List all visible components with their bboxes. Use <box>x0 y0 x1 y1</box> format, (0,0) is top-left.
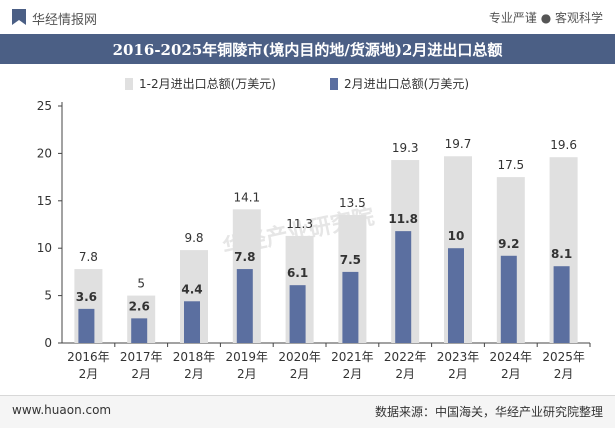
title-bar: 2016-2025年铜陵市(境内目的地/货源地)2月进出口总额 <box>0 34 615 64</box>
brand-name: 华经情报网 <box>32 13 98 28</box>
data-label-month: 7.5 <box>340 253 361 267</box>
x-tick-label-year: 2024年 <box>490 350 533 364</box>
y-tick-label: 20 <box>37 146 52 160</box>
x-tick-label-month: 2月 <box>79 367 99 381</box>
footer: www.huaon.com 数据来源：中国海关，华经产业研究院整理 <box>0 395 615 428</box>
legend-label-month: 2月进出口总额(万美元) <box>344 77 469 91</box>
data-label-month: 10 <box>448 229 465 243</box>
data-label-total: 11.3 <box>286 217 313 231</box>
tagline: 专业严谨 ● 客观科学 <box>488 11 603 25</box>
top-bar: 华经情报网 专业严谨 ● 客观科学 <box>0 0 615 34</box>
x-tick-label-year: 2019年 <box>226 350 269 364</box>
x-tick-label-year: 2020年 <box>278 350 321 364</box>
chart-title: 2016-2025年铜陵市(境内目的地/货源地)2月进出口总额 <box>112 41 503 59</box>
x-tick-label-month: 2月 <box>131 367 151 381</box>
bar-month <box>184 301 200 343</box>
y-tick-label: 25 <box>37 99 52 113</box>
bar-month <box>553 266 570 343</box>
data-label-month: 2.6 <box>129 299 150 313</box>
data-label-month: 6.1 <box>287 266 308 280</box>
data-label-month: 4.4 <box>181 282 202 296</box>
x-tick-label-year: 2023年 <box>437 350 480 364</box>
data-label-month: 7.8 <box>234 250 255 264</box>
legend-swatch-month <box>330 78 338 90</box>
x-tick-label-year: 2016年 <box>67 350 110 364</box>
bar-month <box>500 255 517 343</box>
x-tick-label-year: 2018年 <box>173 350 216 364</box>
x-tick-label-month: 2月 <box>184 367 204 381</box>
legend-label-total: 1-2月进出口总额(万美元) <box>139 77 276 91</box>
x-tick-label-month: 2月 <box>343 367 363 381</box>
data-label-total: 19.6 <box>550 138 577 152</box>
bar-month <box>342 271 359 343</box>
data-label-month: 3.6 <box>76 290 97 304</box>
x-tick-label-year: 2017年 <box>120 350 163 364</box>
data-source: 数据来源：中国海关，华经产业研究院整理 <box>374 405 603 419</box>
site-url: www.huaon.com <box>12 403 112 417</box>
bar-month <box>236 269 253 343</box>
data-label-total: 19.3 <box>392 141 419 155</box>
x-tick-label-month: 2月 <box>395 367 415 381</box>
y-tick-label: 5 <box>44 289 52 303</box>
data-label-month: 9.2 <box>498 237 519 251</box>
x-tick-label-month: 2月 <box>554 367 574 381</box>
bar-month <box>78 308 95 343</box>
data-label-total: 17.5 <box>497 158 524 172</box>
data-label-total: 7.8 <box>79 250 98 264</box>
x-tick-label-month: 2月 <box>448 367 468 381</box>
x-tick-label-year: 2021年 <box>331 350 374 364</box>
bar-month <box>131 318 148 343</box>
legend-swatch-total <box>125 78 133 90</box>
x-tick-label-year: 2022年 <box>384 350 427 364</box>
x-tick-label-month: 2月 <box>290 367 310 381</box>
y-tick-label: 0 <box>44 336 52 350</box>
data-label-total: 13.5 <box>339 196 366 210</box>
bar-month <box>448 248 464 343</box>
data-label-total: 19.7 <box>445 137 472 151</box>
data-label-month: 8.1 <box>551 247 572 261</box>
x-tick-label-year: 2025年 <box>542 350 585 364</box>
data-label-month: 11.8 <box>388 212 418 226</box>
y-tick-label: 10 <box>37 241 52 255</box>
x-tick-label-month: 2月 <box>501 367 521 381</box>
data-label-total: 14.1 <box>233 190 260 204</box>
bar-month <box>395 231 412 343</box>
y-tick-label: 15 <box>37 194 52 208</box>
x-tick-label-month: 2月 <box>237 367 257 381</box>
bar-month <box>289 285 306 343</box>
logo-icon <box>12 9 26 25</box>
data-label-total: 5 <box>137 277 145 291</box>
data-label-total: 9.8 <box>184 231 203 245</box>
